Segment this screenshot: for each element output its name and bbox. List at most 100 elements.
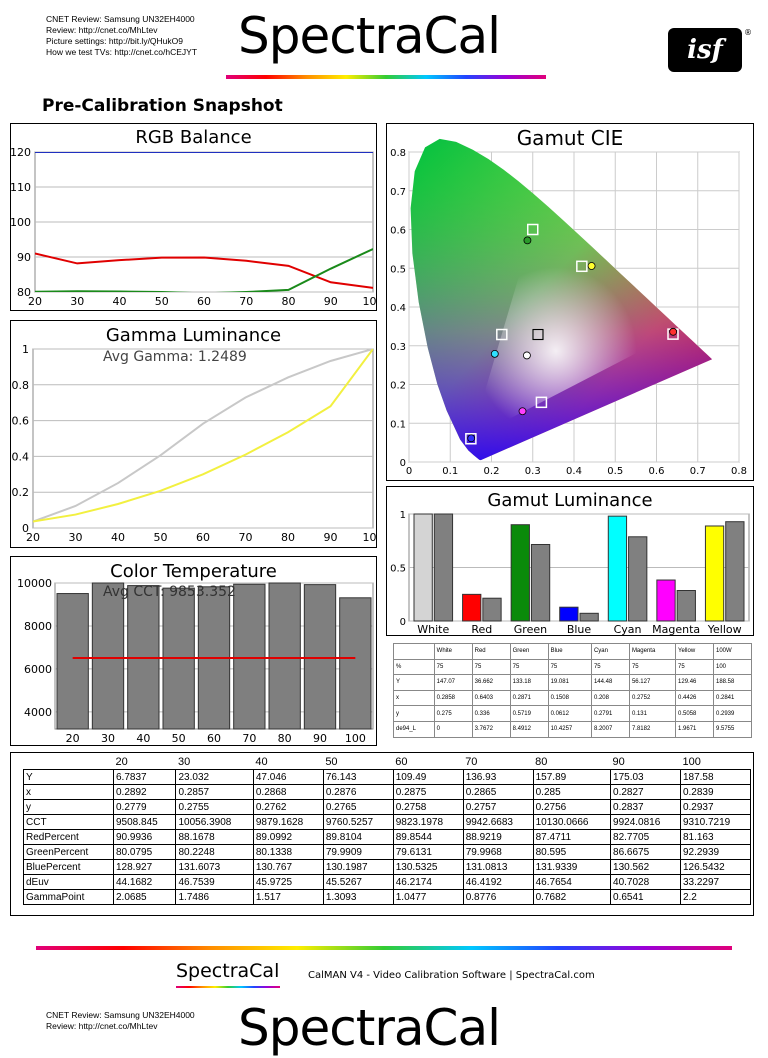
header-line: CNET Review: Samsung UN32EH4000 [46, 1010, 195, 1020]
table-cell: 79.6131 [392, 844, 464, 860]
table-cell: 0.2765 [322, 799, 394, 815]
measured-point [490, 349, 499, 358]
y-tick-label: 0.8 [390, 148, 406, 159]
table-row: Y 6.7837 23.032 47.046 76.143 109.49 136.93 157… [23, 769, 752, 785]
y-tick-label: 110 [11, 181, 31, 194]
table-cell: Magenta [628, 643, 677, 660]
x-tick-label: White [417, 623, 449, 635]
table-cell: 75 [471, 658, 511, 676]
table-cell: 0.2757 [462, 799, 534, 815]
footer-text[interactable]: CalMAN V4 - Video Calibration Software |… [308, 970, 595, 981]
snapshot-title: Pre-Calibration Snapshot [42, 96, 283, 116]
table-cell: 80.2248 [175, 844, 254, 860]
table-cell: 44.1682 [112, 874, 177, 890]
table-cell: 46.7654 [532, 874, 612, 890]
table-cell: 9310.7219 [679, 814, 752, 830]
table-cell: 0.275 [433, 705, 473, 722]
header-line[interactable]: Review: http://cnet.co/MhLtev [46, 25, 158, 35]
header-line[interactable]: How we test TVs: http://cnet.co/hCEJYT [46, 47, 198, 57]
y-tick-label: 1 [400, 510, 406, 521]
series-line [35, 248, 373, 292]
table-cell: 1.9671 [675, 720, 714, 738]
spectracal-logo: SpectraCal [238, 7, 501, 65]
y-tick-label: 10000 [17, 577, 52, 590]
y-tick-label: 0.2 [12, 486, 30, 499]
color-temperature-panel: 4000 6000 8000 10000 20 30 40 50 60 70 80 90 100 Col… [10, 556, 377, 746]
table-header-cell: 30 [175, 755, 254, 770]
gamut-luminance-panel: Gamut Luminance 0 0.5 1 White Red Green Blue Cy… [386, 486, 754, 636]
table-cell: Y [23, 769, 114, 785]
table-cell: 0.8776 [462, 889, 534, 905]
table-cell: 9942.6683 [462, 814, 534, 830]
table-row: BluePercent 128.927 131.6073 130.767 130.198… [23, 859, 752, 875]
y-tick-label: 0.6 [12, 415, 30, 428]
panel-title: Gamut CIE [516, 126, 624, 150]
table-cell: 0.208 [590, 689, 630, 707]
table-row: % 75 75 75 75 75 75 75 100 [393, 658, 752, 676]
table-cell: 109.49 [392, 769, 464, 785]
target-bar [579, 612, 599, 622]
x-tick-label: 30 [101, 732, 115, 745]
table-cell: 0.6403 [471, 689, 511, 707]
table-cell: 0.2871 [509, 689, 549, 707]
x-tick-label: 80 [278, 732, 292, 745]
target-bar [530, 543, 551, 622]
cct-bar [56, 593, 89, 730]
table-row: x 0.2858 0.6403 0.2871 0.1508 0.208 0.2752 0.44… [393, 689, 752, 707]
table-cell: dEuv [23, 874, 114, 890]
table-cell: 75 [590, 658, 630, 676]
target-bar [482, 597, 502, 622]
gamut-triangle [470, 229, 673, 439]
x-tick-label: 50 [154, 531, 168, 544]
table-cell: 0.131 [628, 705, 677, 722]
table-cell: 131.0813 [462, 859, 534, 875]
x-tick-label: Magenta [652, 623, 700, 635]
table-cell: 46.2174 [392, 874, 464, 890]
header-line[interactable]: Review: http://cnet.co/MhLtev [46, 1021, 158, 1031]
table-cell: 45.5267 [322, 874, 394, 890]
table-cell: 0.2841 [713, 689, 752, 707]
cct-chart: 4000 6000 8000 10000 20 30 40 50 60 70 80 90 100 [17, 577, 374, 745]
footer-logo-underline [176, 986, 280, 988]
measured-bar [510, 524, 530, 622]
table-cell: % [393, 658, 435, 676]
table-cell: 187.58 [679, 769, 752, 785]
table-cell: 88.1678 [175, 829, 254, 845]
target-square [576, 260, 588, 273]
table-cell: 79.9909 [322, 844, 394, 860]
target-square [535, 396, 548, 409]
table-cell: 46.4192 [462, 874, 534, 890]
table-cell: GreenPercent [23, 844, 114, 860]
table-cell: 92.2939 [679, 844, 752, 860]
target-bar [676, 590, 696, 622]
table-cell: 9.5755 [713, 720, 752, 738]
y-tick-label: 120 [11, 146, 31, 159]
table-cell: 86.6675 [610, 844, 681, 860]
table-row: GammaPoint 2.0685 1.7486 1.517 1.3093 1.0477 0… [23, 889, 752, 905]
y-tick-label: 0.1 [390, 419, 406, 430]
y-tick-label: 8000 [24, 620, 52, 633]
y-tick-label: 0.6 [390, 226, 406, 237]
table-header-cell: 70 [463, 755, 534, 770]
table-cell: 0.7682 [532, 889, 612, 905]
table-header-cell: 90 [610, 755, 681, 770]
gamut-cie-panel: Gamut CIE 0 0.1 0.2 0.3 0.4 0.5 0.6 0.7 0.8 0 0.1 0… [386, 123, 754, 481]
x-tick-label: Blue [567, 623, 592, 635]
table-cell: 0.2837 [610, 799, 681, 815]
cct-bar [339, 597, 372, 730]
y-tick-label: 0 [400, 617, 406, 628]
measured-bar [559, 606, 579, 622]
table-cell: 10056.3908 [175, 814, 254, 830]
series-line [33, 349, 373, 523]
header-line[interactable]: Picture settings: http://bit.ly/QHukO9 [46, 36, 184, 46]
table-header-cell: 20 [113, 755, 176, 770]
panel-title: RGB Balance [135, 127, 252, 148]
table-cell: 46.7539 [175, 874, 254, 890]
x-tick-label: Red [471, 623, 492, 635]
measured-bar [607, 515, 628, 622]
x-tick-label: 60 [207, 732, 221, 745]
x-tick-label: 20 [66, 732, 80, 745]
table-cell: 136.93 [462, 769, 534, 785]
table-row: y 0.275 0.336 0.5719 0.0612 0.2791 0.131 0.5058… [393, 705, 752, 722]
table-cell: 9924.0816 [610, 814, 681, 830]
